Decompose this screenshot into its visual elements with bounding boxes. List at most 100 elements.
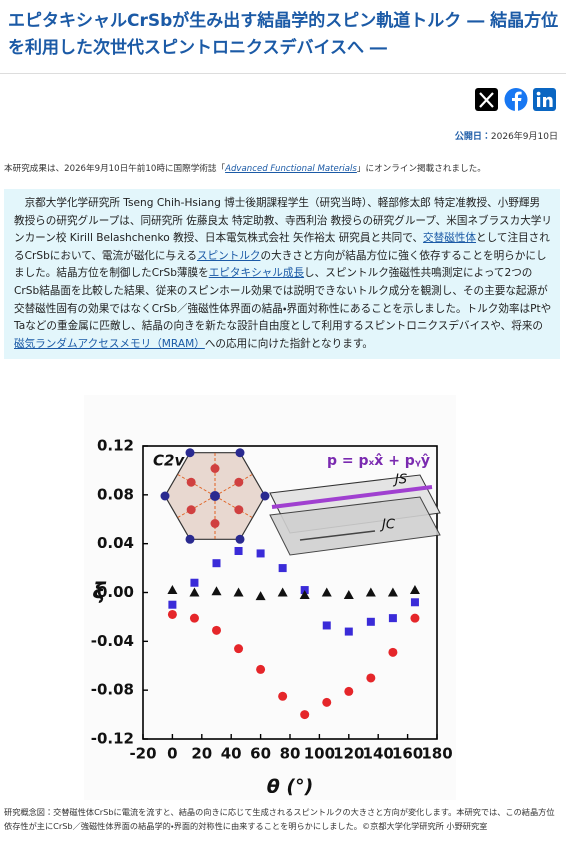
summary-box: 京都大学化学研究所 Tseng Chih-Hsiang 博士後期課程学生（研究当… [4,189,560,360]
date-label: 公開日： [454,132,491,142]
data-point [233,587,244,597]
data-point [234,546,243,555]
inset-atom [234,505,244,515]
data-point [168,600,177,609]
data-point [365,587,376,597]
notice-text: 」にオンライン掲載されました。 [356,164,486,174]
inset-axis [214,474,253,497]
y-tick-label: -0.12 [91,730,134,748]
inset-atom [235,448,245,458]
summary-link[interactable]: スピントルク [196,249,261,262]
y-tick-label: 0.04 [97,534,134,552]
summary-text: への応用に向けた指針となります。 [204,337,373,350]
summary-text: し、スピントルク強磁性共鳴測定によって2つのCrSb結晶面を比較した結果、従来の… [14,267,552,333]
inset-axis [214,495,253,518]
data-point [343,589,354,599]
inset-atom [260,491,270,501]
inset-label: p = pₓx̂ + pᵧŷ [327,453,430,469]
summary-text: 京都大学化学研究所 Tseng Chih-Hsiang 博士後期課程学生（研究当… [14,197,552,245]
data-point [366,673,376,683]
data-point [410,598,419,607]
share-buttons [475,88,556,111]
notice-text: 本研究成果は、2026年9月10日午前10時に国際学術誌「 [4,164,226,174]
inset-arrow [299,530,376,541]
data-point [300,710,310,720]
x-tick-label: 60 [250,745,271,763]
inset-atom [160,491,170,501]
data-point [167,585,178,595]
x-tick-label: 20 [191,745,212,763]
figure-caption: 研究概念図：交替磁性体CrSbに電流を流すと、結晶の向きに応じて生成されるスピン… [4,807,555,831]
inset-atom [185,534,195,544]
data-point [256,549,265,558]
publication-notice: 本研究成果は、2026年9月10日午前10時に国際学術誌「Advanced Fu… [4,162,560,174]
x-tick-label: 0 [167,745,177,763]
inset-atom [234,477,244,487]
y-tick-label: 0.08 [97,485,134,503]
divider [0,73,566,74]
data-point [167,609,177,619]
data-point [212,625,221,635]
inset-axis [177,495,216,518]
summary-text: の大きさと方向が結晶方位に強く依存することを明らかにしました。結晶方位を制御した… [14,249,547,280]
data-point [256,664,266,674]
article-title: エピタキシャルCrSbが生み出す結晶学的スピン軌道トルク ― 結晶方位を利用した… [8,11,559,58]
inset-atom [185,448,195,458]
inset-arrow [271,485,433,509]
publish-date: 公開日：2026年9月10日 [455,129,558,142]
journal-link[interactable]: Advanced Functional Materials [225,164,357,174]
x-tick-label: -20 [129,745,156,763]
share-x[interactable] [475,88,498,111]
x-tick-label: 100 [304,745,335,763]
data-point [278,564,287,573]
date-value: 2026年9月10日 [490,132,558,142]
data-point [321,587,332,597]
y-tick-label: -0.08 [91,681,134,699]
x-tick-label: 160 [392,745,423,763]
inset-label: JS [392,473,407,488]
summary-text: として注目されるCrSbにおいて、電流が磁化に与える [14,232,550,262]
x-tick-label: 40 [221,745,242,763]
data-point [366,617,375,626]
y-tick-label: 0.12 [97,437,134,455]
share-facebook[interactable] [504,88,528,111]
data-point [409,585,420,595]
inset-atom [186,505,196,515]
x-tick-label: 80 [280,745,301,763]
inset-atom [210,491,220,501]
data-point [212,559,221,568]
data-point [189,613,199,623]
inset-label: JC [379,518,396,533]
data-point [189,587,200,597]
summary-link[interactable]: 交替磁性体 [423,232,477,245]
x-tick-label: 120 [333,745,364,763]
data-point [388,647,398,657]
data-point [344,627,353,636]
data-point [277,587,288,597]
inset-atom [210,464,220,473]
data-point [387,587,398,597]
data-point [322,697,332,707]
inset-slab [269,496,441,556]
inset-axis [177,474,216,497]
data-point [190,578,199,587]
y-axis-label: ξ [93,580,107,605]
inset-label: C2v [153,452,185,470]
inset-atom [186,477,196,487]
data-point [388,614,397,623]
data-point [299,589,310,599]
summary-link[interactable]: 磁気ランダムアクセスメモリ（MRAM） [14,337,205,350]
x-tick-label: 180 [421,745,452,763]
summary-link[interactable]: エピタキシャル成長 [208,267,305,280]
data-point [255,591,266,601]
data-point [211,586,222,596]
share-linkedin[interactable] [533,88,556,111]
x-tick-label: 140 [363,745,394,763]
y-tick-label: -0.04 [91,632,134,650]
data-point [278,691,288,701]
inset-atom [235,534,245,544]
y-tick-label: 0.00 [97,583,134,601]
inset-atom [210,519,220,528]
